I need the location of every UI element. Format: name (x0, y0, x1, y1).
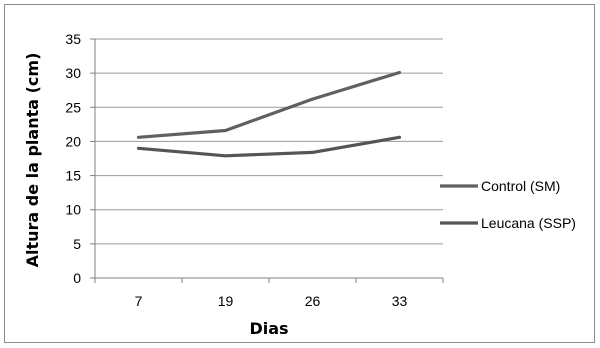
y-tick-label: 10 (65, 202, 81, 218)
y-tick-label: 0 (73, 270, 81, 286)
series-lines (136, 70, 402, 158)
legend: Control (SM) Leucana (SSP) (440, 178, 576, 231)
y-tick-label: 5 (73, 236, 81, 252)
grid-lines (95, 38, 443, 245)
series-line-0 (136, 70, 402, 139)
x-tick-label: 33 (392, 293, 408, 309)
y-tick-label: 30 (65, 65, 81, 81)
y-tick-label: 25 (65, 99, 81, 115)
x-tick-label: 7 (135, 293, 143, 309)
x-tick-labels: 7 19 26 33 (135, 293, 408, 309)
x-tick-label: 19 (218, 293, 234, 309)
series-line-1 (136, 135, 402, 158)
chart-frame (4, 4, 595, 343)
y-tick-label: 20 (65, 133, 81, 149)
y-tick-label: 35 (65, 31, 81, 47)
y-tick-labels: 0 5 10 15 20 25 30 35 (65, 31, 81, 286)
x-axis-title: Dias (249, 319, 288, 338)
y-tick-label: 15 (65, 168, 81, 184)
y-axis-title: Altura de la planta (cm) (23, 53, 42, 268)
legend-label: Control (SM) (481, 178, 560, 194)
x-tick-label: 26 (305, 293, 321, 309)
legend-label: Leucana (SSP) (481, 215, 576, 231)
axes (90, 38, 444, 283)
